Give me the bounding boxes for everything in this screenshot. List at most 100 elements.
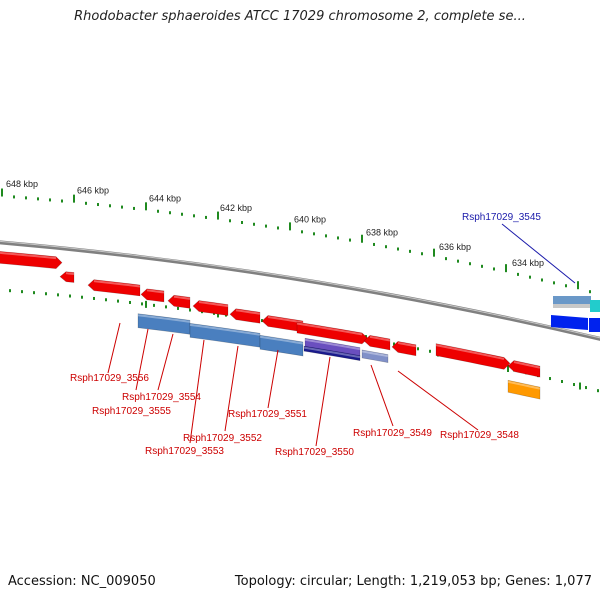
ruler-minor-tick xyxy=(385,245,387,249)
gene-red[interactable] xyxy=(363,335,391,351)
ruler-lower-tick xyxy=(579,382,581,390)
gene-red[interactable] xyxy=(192,300,229,316)
ruler-minor-tick xyxy=(445,257,447,261)
ruler-major-tick xyxy=(361,234,363,243)
ruler-minor-tick xyxy=(277,226,279,230)
gene-cyan[interactable] xyxy=(590,300,600,312)
ruler-minor-tick xyxy=(181,212,183,216)
gene-blue[interactable] xyxy=(259,334,304,357)
gene-red-shade xyxy=(435,344,505,360)
label-connector xyxy=(397,370,479,431)
gene-blue-shade xyxy=(259,335,304,345)
ruler-lower-dot xyxy=(597,389,599,393)
gene-red[interactable] xyxy=(229,308,261,324)
gene-red[interactable] xyxy=(167,294,191,309)
gene-steelblue[interactable] xyxy=(553,296,591,306)
ruler-lower-dot xyxy=(141,302,143,306)
topology-summary: Topology: circular; Length: 1,219,053 bp… xyxy=(234,574,592,589)
gene-label[interactable]: Rsph17029_3548 xyxy=(440,430,519,441)
gene-grey[interactable] xyxy=(553,304,591,308)
ruler-major-tick xyxy=(505,264,507,273)
ruler-major-tick xyxy=(1,188,3,197)
ruler-lower-dot xyxy=(45,292,47,296)
gene-label[interactable]: Rsph17029_3555 xyxy=(92,406,171,417)
ruler-major-tick xyxy=(145,202,147,211)
gene-label[interactable]: Rsph17029_3553 xyxy=(145,446,224,457)
gene-label[interactable]: Rsph17029_3549 xyxy=(353,428,432,439)
gene-red[interactable] xyxy=(140,288,165,303)
ruler-label: 640 kbp xyxy=(294,214,326,224)
ruler-minor-tick xyxy=(409,249,411,253)
gene-navy[interactable] xyxy=(303,345,361,361)
accession-text: Accession: NC_009050 xyxy=(8,574,156,589)
gene-label[interactable]: Rsph17029_3551 xyxy=(228,409,307,420)
ruler-lower-dot xyxy=(573,383,575,387)
ruler-lower-dot xyxy=(9,289,11,293)
gene-red[interactable] xyxy=(435,343,511,370)
gene-label[interactable]: Rsph17029_3556 xyxy=(70,373,149,384)
ruler-lower-tick xyxy=(507,364,509,372)
label-connector xyxy=(315,356,331,447)
ruler-lower-dot xyxy=(189,308,191,312)
gene-bright-blue[interactable] xyxy=(589,318,600,332)
ruler-minor-tick xyxy=(541,278,543,282)
label-connector xyxy=(224,345,239,432)
gene-purple-shade xyxy=(304,338,361,351)
ruler-minor-tick xyxy=(265,224,267,228)
gene-orange[interactable] xyxy=(507,379,541,400)
ruler-lower-tick xyxy=(145,300,147,308)
map-title: Rhodobacter sphaeroides ATCC 17029 chrom… xyxy=(74,9,526,24)
ruler-minor-tick xyxy=(229,219,231,223)
label-connector xyxy=(135,328,149,391)
ruler-minor-tick xyxy=(565,284,567,288)
gene-lightblue[interactable] xyxy=(361,349,389,363)
label-connector xyxy=(370,364,394,427)
gene-label[interactable]: Rsph17029_3552 xyxy=(183,433,262,444)
ruler-minor-tick xyxy=(61,199,63,203)
gene-bright-blue[interactable] xyxy=(551,315,588,330)
gene-red[interactable] xyxy=(59,271,75,283)
gene-red[interactable] xyxy=(391,341,417,357)
gene-red-shade xyxy=(146,289,165,294)
ruler-lower-dot xyxy=(57,293,59,297)
ruler-lower-dot xyxy=(93,296,95,300)
gene-red-shade xyxy=(397,341,417,348)
ruler-label: 646 kbp xyxy=(77,185,109,195)
ruler-major-tick xyxy=(577,281,579,290)
ruler-minor-tick xyxy=(421,252,423,256)
ruler-label: 648 kbp xyxy=(6,179,38,189)
ruler-minor-tick xyxy=(37,197,39,201)
ruler-minor-tick xyxy=(349,238,351,242)
ruler-minor-tick xyxy=(85,201,87,205)
ruler-lower-dot xyxy=(153,303,155,307)
gene-red-shade xyxy=(93,280,141,288)
ruler-minor-tick xyxy=(121,205,123,209)
ruler-lower-dot xyxy=(21,290,23,294)
backbone-highlight xyxy=(0,240,600,339)
ruler-lower-dot xyxy=(261,319,263,323)
gene-red-shade xyxy=(65,272,75,276)
gene-lightblue-shade xyxy=(361,350,389,358)
ruler-minor-tick xyxy=(13,195,15,199)
ruler-minor-tick xyxy=(553,281,555,285)
ruler-major-tick xyxy=(289,222,291,231)
ruler-minor-tick xyxy=(193,214,195,218)
gene-red-shade xyxy=(198,301,229,308)
gene-blue-shade xyxy=(189,323,261,336)
ruler-lower-dot xyxy=(165,305,167,309)
gene-label[interactable]: Rsph17029_3550 xyxy=(275,447,354,458)
gene-red[interactable] xyxy=(87,279,141,297)
gene-label[interactable]: Rsph17029_3554 xyxy=(122,392,201,403)
gene-blue-shade xyxy=(137,314,191,323)
gene-red[interactable] xyxy=(507,360,541,378)
ruler-major-tick xyxy=(73,194,75,203)
gene-red[interactable] xyxy=(0,251,63,269)
gene-label-upper[interactable]: Rsph17029_3545 xyxy=(462,212,541,223)
gene-red-shade xyxy=(267,315,304,324)
ruler-minor-tick xyxy=(589,290,591,294)
ruler-minor-tick xyxy=(169,211,171,215)
ruler-lower-dot xyxy=(549,377,551,381)
label-connector xyxy=(157,333,174,391)
ruler-lower-dot xyxy=(105,298,107,302)
